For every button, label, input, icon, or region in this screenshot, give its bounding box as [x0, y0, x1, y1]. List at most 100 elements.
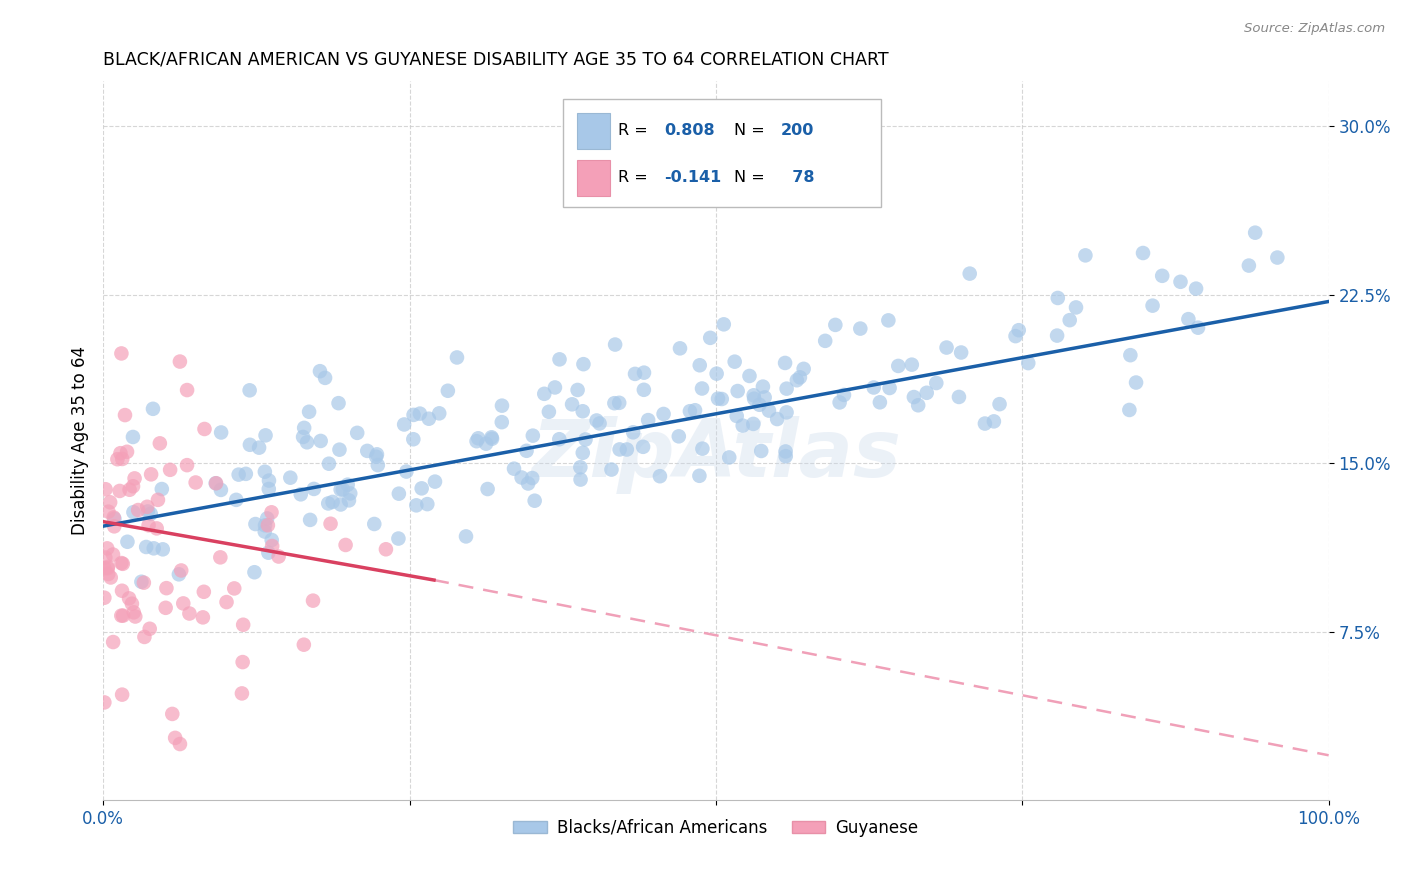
- Point: [1046, 291, 1069, 305]
- Point: [295, 435, 318, 450]
- Point: [828, 395, 851, 409]
- Point: [454, 529, 477, 543]
- Point: [571, 404, 593, 418]
- Point: [159, 463, 181, 477]
- Point: [225, 492, 247, 507]
- Point: [101, 635, 124, 649]
- Point: [155, 581, 177, 595]
- Point: [491, 415, 513, 429]
- Point: [416, 497, 439, 511]
- Point: [150, 482, 173, 496]
- Point: [405, 499, 427, 513]
- Point: [607, 396, 630, 410]
- Point: [1187, 320, 1209, 334]
- Point: [392, 417, 415, 432]
- Point: [228, 467, 250, 482]
- Point: [122, 505, 145, 519]
- Point: [118, 483, 141, 497]
- Point: [367, 458, 389, 472]
- Point: [346, 425, 368, 440]
- Point: [423, 475, 446, 489]
- Point: [107, 452, 129, 467]
- Point: [724, 354, 747, 368]
- Point: [309, 434, 332, 448]
- Point: [169, 737, 191, 751]
- Point: [950, 345, 973, 359]
- Point: [567, 383, 589, 397]
- Point: [267, 549, 290, 564]
- Point: [191, 610, 214, 624]
- Point: [176, 458, 198, 472]
- Point: [374, 542, 396, 557]
- Point: [688, 468, 710, 483]
- Point: [145, 521, 167, 535]
- Point: [93, 561, 115, 575]
- Point: [215, 595, 238, 609]
- Point: [510, 470, 533, 484]
- Point: [167, 567, 190, 582]
- Point: [239, 384, 262, 398]
- Point: [1004, 329, 1026, 343]
- Point: [209, 550, 232, 565]
- Point: [193, 422, 215, 436]
- Point: [395, 465, 418, 479]
- Point: [1152, 268, 1174, 283]
- Point: [418, 411, 440, 425]
- Point: [262, 539, 284, 553]
- Point: [193, 584, 215, 599]
- Point: [138, 622, 160, 636]
- Point: [621, 425, 644, 440]
- Text: -0.141: -0.141: [665, 170, 721, 186]
- Point: [1059, 313, 1081, 327]
- Point: [571, 446, 593, 460]
- Point: [1046, 328, 1069, 343]
- Point: [131, 574, 153, 589]
- Point: [328, 396, 350, 410]
- Point: [749, 444, 772, 458]
- Point: [879, 381, 901, 395]
- Point: [257, 546, 280, 560]
- Point: [98, 495, 121, 509]
- Point: [122, 479, 145, 493]
- Point: [139, 507, 162, 521]
- Point: [209, 425, 232, 440]
- Point: [877, 313, 900, 327]
- Point: [169, 354, 191, 368]
- Point: [491, 399, 513, 413]
- Point: [176, 383, 198, 397]
- Point: [94, 550, 117, 565]
- Point: [988, 397, 1011, 411]
- Point: [209, 483, 232, 497]
- Point: [935, 341, 957, 355]
- Point: [915, 385, 938, 400]
- Point: [437, 384, 460, 398]
- Point: [366, 450, 388, 464]
- Point: [824, 318, 846, 332]
- Point: [574, 433, 596, 447]
- Point: [179, 607, 201, 621]
- Point: [328, 442, 350, 457]
- Point: [731, 418, 754, 433]
- Text: 0.808: 0.808: [665, 123, 716, 138]
- Point: [600, 462, 623, 476]
- Point: [633, 383, 655, 397]
- Point: [1064, 301, 1087, 315]
- Point: [299, 513, 322, 527]
- Point: [633, 366, 655, 380]
- Point: [184, 475, 207, 490]
- Point: [742, 417, 765, 431]
- Point: [738, 368, 761, 383]
- Point: [710, 392, 733, 406]
- Point: [111, 688, 134, 702]
- Point: [292, 430, 315, 444]
- Point: [112, 608, 135, 623]
- Point: [427, 406, 450, 420]
- Point: [706, 367, 728, 381]
- Point: [742, 388, 765, 402]
- Point: [111, 452, 134, 467]
- Point: [149, 436, 172, 450]
- Point: [260, 505, 283, 519]
- Point: [533, 387, 555, 401]
- Point: [668, 429, 690, 443]
- Point: [411, 481, 433, 495]
